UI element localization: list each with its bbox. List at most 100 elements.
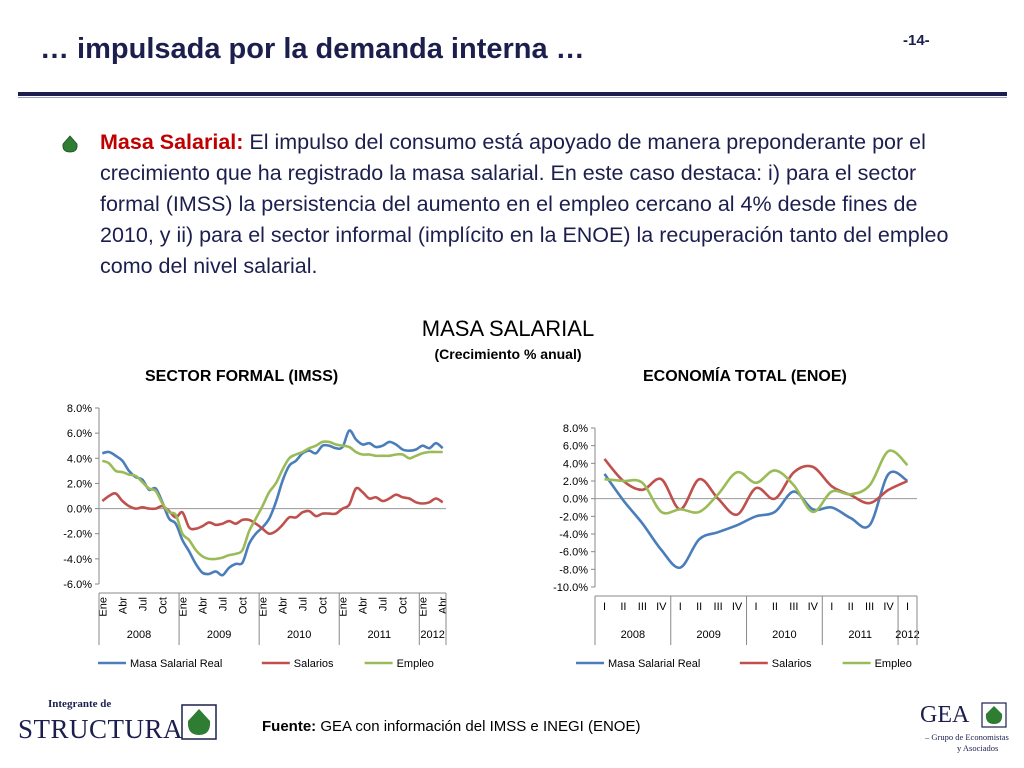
y-tick-label: 2.0% [563, 476, 588, 488]
body-paragraph: Masa Salarial: El impulso del consumo es… [100, 127, 950, 282]
structura-logo: Integrante de STRUCTURA [18, 690, 218, 750]
x-tick-label: III [638, 601, 647, 613]
page-number: -14- [903, 32, 930, 49]
x-tick-label: Abr [197, 597, 209, 614]
y-tick-label: -4.0% [559, 529, 588, 541]
chart2-title: ECONOMÍA TOTAL (ENOE) [643, 368, 847, 385]
x-tick-label: III [865, 601, 874, 613]
y-tick-label: 4.0% [563, 458, 588, 470]
chart1-title: SECTOR FORMAL (IMSS) [145, 368, 339, 385]
y-tick-label: 8.0% [563, 423, 588, 435]
year-label: 2010 [287, 629, 311, 641]
y-tick-label: -8.0% [559, 564, 588, 576]
paragraph-lead: Masa Salarial: [100, 130, 244, 154]
source-note: Fuente: GEA con información del IMSS e I… [262, 718, 640, 735]
y-tick-label: 0.0% [67, 504, 92, 516]
legend-label: Empleo [875, 658, 912, 670]
year-label: 2010 [772, 629, 796, 641]
paragraph-text: El impulso del consumo está apoyado de m… [100, 130, 949, 278]
y-tick-label: -6.0% [559, 547, 588, 559]
x-tick-label: I [679, 601, 682, 613]
header-divider [18, 92, 1007, 96]
bullet-icon [62, 135, 78, 153]
legend-label: Salarios [294, 658, 334, 670]
x-tick-label: Oct [398, 597, 410, 614]
y-tick-label: -6.0% [63, 579, 92, 591]
x-tick-label: Abr [278, 597, 290, 614]
series-line-masa-salarial-real [603, 470, 909, 569]
year-label: 2009 [207, 629, 231, 641]
year-label: 2012 [420, 629, 444, 641]
x-tick-label: Jul [217, 597, 229, 611]
x-tick-label: I [754, 601, 757, 613]
series-line-salarios [101, 486, 444, 536]
logo-left-top: Integrante de [48, 698, 112, 710]
legend-label: Masa Salarial Real [608, 658, 700, 670]
series-line-empleo [604, 449, 909, 515]
y-tick-label: 0.0% [563, 494, 588, 506]
y-tick-label: 8.0% [67, 403, 92, 415]
series-line-empleo [101, 440, 443, 561]
logo-left-name: STRUCTURA [18, 714, 184, 744]
legend-label: Empleo [397, 658, 434, 670]
x-tick-label: IV [656, 601, 667, 613]
gea-logo: GEA – Grupo de Economistas y Asociados [915, 702, 1015, 762]
x-tick-label: IV [732, 601, 743, 613]
year-label: 2008 [127, 629, 151, 641]
x-tick-label: II [696, 601, 702, 613]
year-label: 2009 [696, 629, 720, 641]
x-tick-label: Abr [438, 597, 450, 614]
x-tick-label: Oct [237, 597, 249, 614]
y-tick-label: 6.0% [67, 428, 92, 440]
x-tick-label: IV [808, 601, 819, 613]
y-tick-label: -4.0% [63, 554, 92, 566]
legend-label: Salarios [772, 658, 812, 670]
chart-main-subtitle: (Crecimiento % anual) [434, 346, 582, 362]
logo-right-sub1: – Grupo de Economistas [925, 732, 1009, 742]
page-title: … impulsada por la demanda interna … [40, 33, 585, 65]
x-tick-label: Ene [418, 597, 430, 617]
year-label: 2011 [848, 629, 872, 641]
x-tick-label: Ene [257, 597, 269, 617]
x-tick-label: II [620, 601, 626, 613]
y-tick-label: 6.0% [563, 441, 588, 453]
x-tick-label: Ene [177, 597, 189, 617]
x-tick-label: I [830, 601, 833, 613]
header-divider-thin [18, 97, 1007, 98]
x-tick-label: II [848, 601, 854, 613]
x-tick-label: Oct [318, 597, 330, 614]
x-tick-label: Abr [358, 597, 370, 614]
x-tick-label: III [789, 601, 798, 613]
year-label: 2012 [895, 629, 919, 641]
y-tick-label: 4.0% [67, 453, 92, 465]
x-tick-label: Oct [157, 597, 169, 614]
x-tick-label: Abr [117, 597, 129, 614]
y-tick-label: -2.0% [63, 529, 92, 541]
y-tick-label: -2.0% [559, 511, 588, 523]
x-tick-label: I [906, 601, 909, 613]
x-tick-label: Jul [137, 597, 149, 611]
structura-emblem-icon [181, 704, 217, 740]
source-text: GEA con información del IMSS e INEGI (EN… [316, 718, 641, 735]
gea-emblem-icon [981, 702, 1007, 728]
x-tick-label: II [772, 601, 778, 613]
source-label: Fuente: [262, 718, 317, 735]
y-tick-label: -10.0% [553, 582, 588, 594]
x-tick-label: III [714, 601, 723, 613]
logo-right-sub2: y Asociados [957, 743, 999, 753]
chart-main-title: MASA SALARIAL [421, 316, 595, 341]
year-label: 2011 [367, 629, 391, 641]
legend-label: Masa Salarial Real [130, 658, 222, 670]
x-tick-label: Jul [378, 597, 390, 611]
year-label: 2008 [621, 629, 645, 641]
x-tick-label: Ene [97, 597, 109, 617]
x-tick-label: IV [883, 601, 894, 613]
series-line-salarios [603, 458, 909, 516]
logo-right-name: GEA [920, 702, 970, 728]
x-tick-label: I [603, 601, 606, 613]
x-tick-label: Ene [338, 597, 350, 617]
x-tick-label: Jul [298, 597, 310, 611]
y-tick-label: 2.0% [67, 478, 92, 490]
